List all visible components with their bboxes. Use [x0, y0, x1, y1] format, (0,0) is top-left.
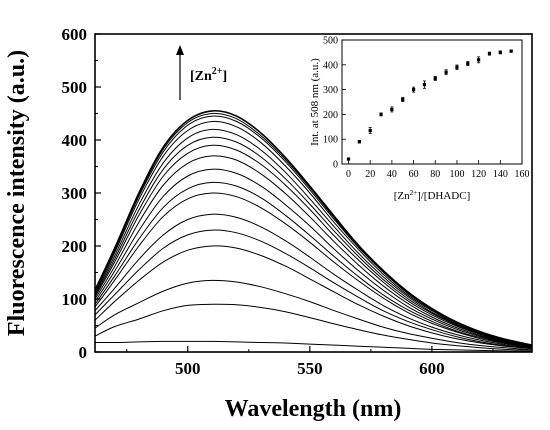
inset-x-tick-label: 20 — [365, 169, 375, 180]
inset-data-point — [433, 76, 437, 81]
data-marker — [411, 88, 416, 92]
inset-data-point — [379, 112, 383, 117]
inset-data-point — [357, 140, 361, 144]
main-y-tick-label: 600 — [62, 25, 88, 44]
data-marker — [368, 128, 372, 133]
data-marker — [390, 107, 394, 112]
inset-x-tick-label: 40 — [387, 169, 397, 180]
main-y-axis: 0 100 200 300 400 500 600 — [62, 25, 101, 362]
inset-x-tick-label: 80 — [430, 169, 440, 180]
spectrum-line-17 — [94, 109, 533, 346]
spectrum-line-1 — [94, 340, 533, 352]
inset-plot: 0 20 40 60 80 100 120 140 160 0 100 200 300 400 500 [… — [309, 36, 530, 203]
main-y-tick-label: 300 — [62, 184, 88, 203]
inset-x-tick-label: 160 — [515, 169, 530, 180]
data-marker — [357, 140, 361, 144]
inset-data-point — [401, 97, 405, 102]
inset-y-tick-label: 400 — [323, 60, 338, 71]
spectrum-line-2 — [94, 303, 533, 351]
inset-data-point — [444, 69, 448, 76]
data-marker — [444, 70, 448, 74]
inset-y-tick-label: 0 — [333, 160, 338, 171]
spectrum-line-8 — [94, 181, 533, 348]
inset-y-tick-label: 500 — [323, 36, 338, 47]
spectrum-line-3 — [94, 279, 533, 351]
main-x-axis-title: Wavelength (nm) — [225, 396, 402, 422]
inset-x-tick-label: 0 — [346, 169, 351, 180]
inset-data-point — [390, 106, 394, 113]
zinc-concentration-label: [Zn2+] — [190, 66, 227, 84]
inset-data-point — [411, 86, 416, 93]
spectrum-line-6 — [94, 213, 533, 349]
spectrum-line-11 — [94, 144, 533, 347]
main-y-tick-label: 0 — [79, 343, 88, 362]
spectrum-line-10 — [94, 155, 533, 348]
spectrum-line-12 — [94, 136, 533, 347]
data-marker — [455, 65, 459, 69]
data-marker — [401, 97, 405, 102]
inset-data-point — [466, 61, 470, 66]
inset-data-points — [346, 49, 513, 161]
inset-data-point — [477, 56, 481, 64]
data-marker — [477, 58, 481, 62]
data-marker — [487, 52, 492, 56]
main-x-axis: 500 550 600 — [126, 346, 494, 378]
main-x-tick-label: 600 — [419, 359, 445, 378]
spectrum-line-4 — [94, 245, 533, 350]
data-marker — [346, 157, 351, 161]
data-marker — [466, 61, 470, 66]
inset-x-tick-label: 120 — [471, 169, 486, 180]
main-y-axis-title: Fluorescence intensity (a.u.) — [4, 50, 30, 336]
main-y-tick-label: 400 — [62, 131, 88, 150]
data-marker — [379, 112, 383, 116]
inset-data-point — [487, 51, 492, 56]
inset-x-tick-label: 100 — [449, 169, 464, 180]
spectrum-line-9 — [94, 168, 533, 348]
main-y-tick-label: 100 — [62, 290, 88, 309]
inset-data-point — [422, 80, 427, 89]
inset-x-axis-title: [Zn2+]/[DHADC] — [394, 189, 471, 202]
inset-plot-frame — [341, 39, 523, 165]
spectra-curves — [94, 109, 533, 352]
inset-x-axis: 0 20 40 60 80 100 120 140 160 — [346, 160, 530, 180]
inset-x-tick-label: 60 — [409, 169, 419, 180]
inset-data-point — [455, 64, 459, 70]
main-x-tick-label: 550 — [297, 359, 323, 378]
data-marker — [509, 49, 513, 53]
inset-data-point — [368, 127, 372, 134]
inset-x-tick-label: 140 — [493, 169, 508, 180]
increase-arrow-head — [176, 45, 184, 55]
inset-data-point — [498, 50, 502, 55]
inset-y-tick-label: 100 — [323, 135, 338, 146]
spectrum-line-7 — [94, 192, 533, 348]
data-marker — [422, 83, 427, 87]
main-x-tick-label: 500 — [175, 359, 201, 378]
spectrum-line-5 — [94, 229, 533, 349]
inset-y-axis-title: Int. at 508 nm (a.u.) — [309, 58, 321, 146]
main-y-tick-label: 500 — [62, 78, 88, 97]
inset-data-point — [509, 49, 513, 53]
inset-y-tick-label: 200 — [323, 110, 338, 121]
spectrum-line-14 — [94, 120, 533, 347]
inset-y-axis: 0 100 200 300 400 500 — [323, 36, 346, 171]
data-marker — [498, 50, 502, 54]
zinc-annotation: [Zn2+] — [176, 45, 227, 100]
inset-y-tick-label: 300 — [323, 85, 338, 96]
data-marker — [433, 76, 437, 81]
main-y-tick-label: 200 — [62, 237, 88, 256]
